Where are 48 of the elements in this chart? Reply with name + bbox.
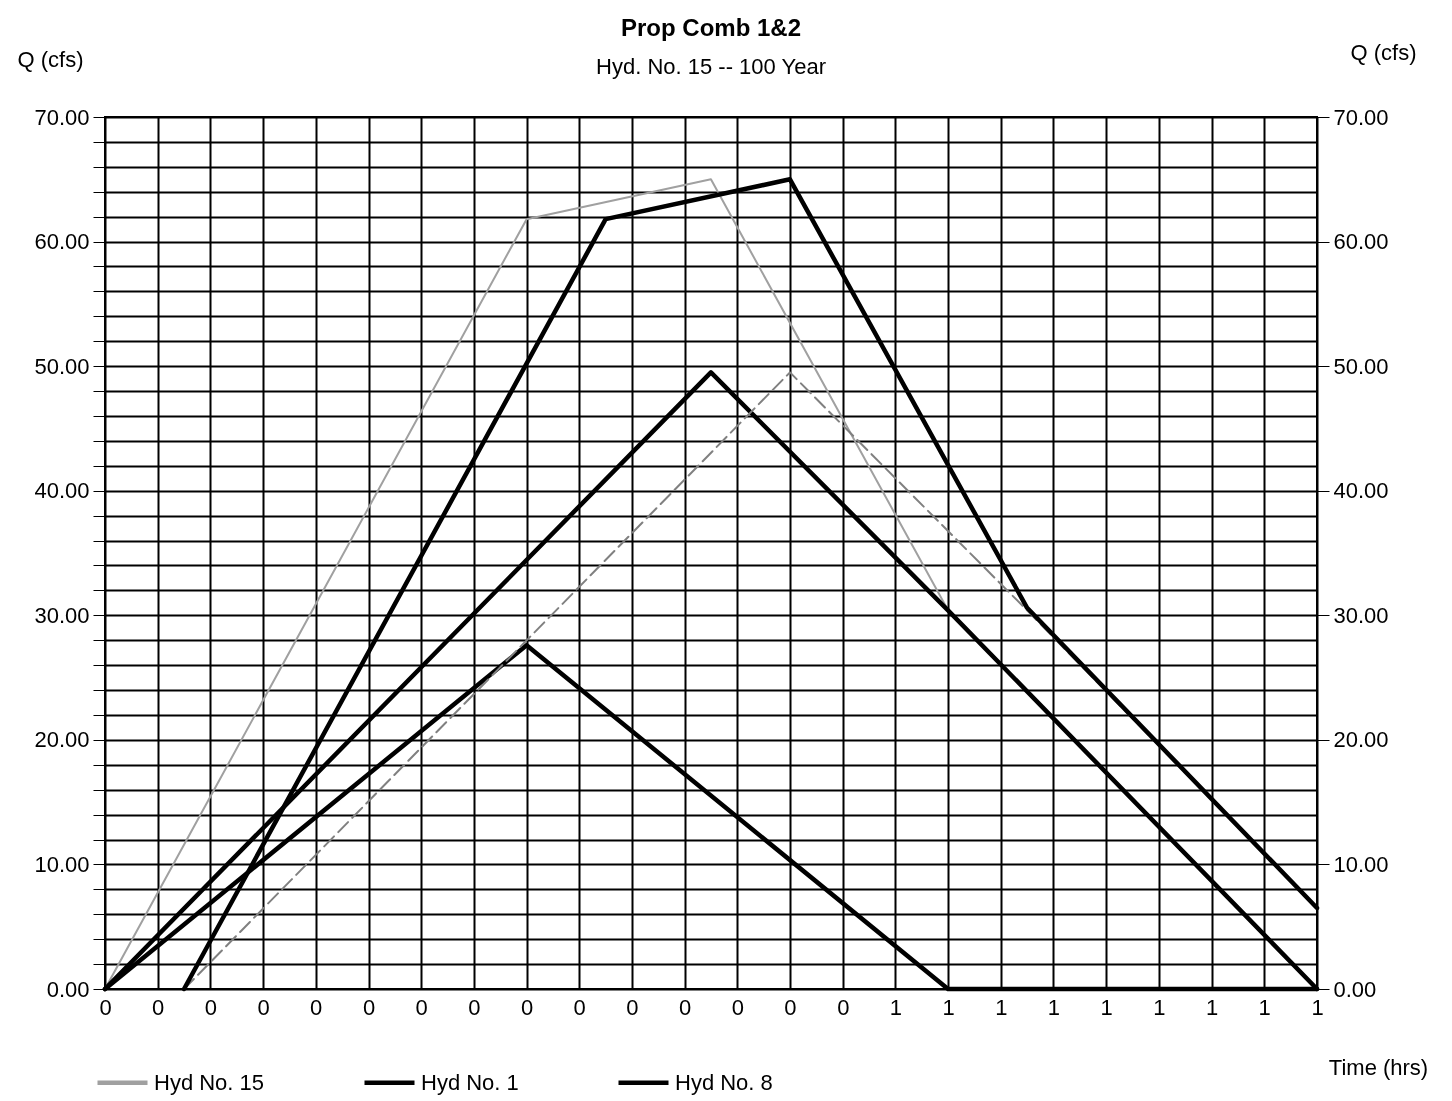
- x-tick-label: 1: [995, 994, 1008, 1020]
- chart-subtitle: Hyd. No. 15 -- 100 Year: [596, 54, 826, 79]
- y2-tick-label: 70.00: [1333, 104, 1389, 130]
- y2-tick-label: 40.00: [1333, 478, 1389, 504]
- x-tick-label: 0: [520, 994, 534, 1020]
- x-tick-label: 1: [1100, 994, 1113, 1020]
- y2-tick-label: 10.00: [1333, 851, 1389, 877]
- x-tick-label: 0: [468, 994, 481, 1020]
- x-tick-label: 0: [204, 994, 218, 1020]
- x-axis-title: Time (hrs): [1328, 1054, 1429, 1080]
- x-tick-label: 0: [362, 994, 376, 1020]
- legend-label: Hyd No. 8: [675, 1069, 773, 1095]
- x-tick-label: 0: [679, 994, 692, 1020]
- x-tick-label: 0: [626, 994, 639, 1020]
- x-tick-label: 1: [1205, 994, 1219, 1020]
- x-tick-label: 0: [784, 994, 797, 1020]
- y2-tick-label: 0.00: [1333, 976, 1377, 1002]
- y2-tick-label: 50.00: [1333, 353, 1389, 379]
- y-tick-label: 60.00: [34, 229, 90, 255]
- x-tick-label: 0: [415, 994, 428, 1020]
- x-tick-label: 0: [837, 994, 850, 1020]
- y-tick-label: 50.00: [34, 353, 90, 379]
- y-tick-label: 20.00: [34, 727, 90, 753]
- x-tick-label: 1: [1153, 994, 1166, 1020]
- x-tick-label: 0: [573, 994, 586, 1020]
- x-tick-label: 1: [1047, 994, 1061, 1020]
- x-tick-label: 1: [889, 994, 903, 1020]
- x-tick-label: 0: [257, 994, 270, 1020]
- chart-title: Prop Comb 1&2: [620, 14, 802, 41]
- legend-label: Hyd No. 15: [154, 1069, 265, 1095]
- y-tick-label: 10.00: [34, 851, 90, 877]
- y-tick-label: 40.00: [34, 478, 90, 504]
- y-tick-label: 0.00: [46, 976, 90, 1002]
- y2-tick-label: 20.00: [1333, 727, 1389, 753]
- y-tick-label: 30.00: [34, 602, 90, 628]
- legend-label: Hyd No. 1: [421, 1069, 519, 1095]
- x-tick-label: 0: [731, 994, 744, 1020]
- x-tick-label: 0: [152, 994, 165, 1020]
- x-tick-label: 1: [942, 994, 955, 1020]
- y-tick-label: 70.00: [34, 104, 90, 130]
- x-tick-label: 0: [99, 994, 112, 1020]
- x-tick-label: 1: [1258, 994, 1271, 1020]
- y2-tick-label: 30.00: [1333, 602, 1389, 628]
- y2-tick-label: 60.00: [1333, 229, 1389, 255]
- y-axis-title: Q (cfs): [17, 46, 84, 72]
- y2-axis-title: Q (cfs): [1350, 39, 1417, 65]
- x-tick-label: 0: [310, 994, 323, 1020]
- x-tick-label: 1: [1311, 994, 1324, 1020]
